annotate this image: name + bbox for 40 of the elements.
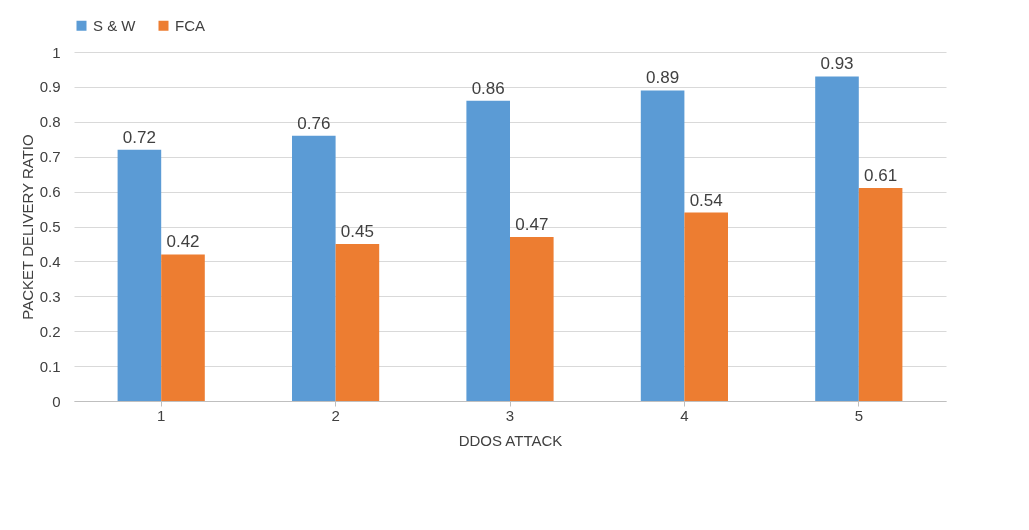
bar [684,212,728,401]
bar [466,100,510,401]
data-label: 0.61 [864,166,898,186]
y-tick-label: 0.3 [39,287,61,305]
data-label: 0.89 [646,68,680,88]
bar [117,149,162,401]
data-label: 0.93 [820,54,854,74]
y-tick-label: 0.6 [39,183,61,201]
legend-label: FCA [175,16,205,34]
y-tick-label: 0.7 [39,148,61,166]
x-axis-title: DDOS ATTACK [458,431,563,449]
data-label: 0.54 [689,190,723,210]
bar [858,188,903,401]
bar [640,90,685,401]
x-tick-label: 1 [157,406,166,424]
bar [510,236,554,401]
x-tick-label: 2 [331,406,340,424]
x-tick-label: 4 [680,406,689,424]
y-tick-label: 1 [52,43,61,61]
bar [292,135,336,401]
bar [161,254,205,401]
x-tick-label: 5 [854,406,863,424]
y-tick-label: 0.8 [39,113,61,131]
y-tick-label: 0.9 [39,78,61,96]
y-tick-label: 0.1 [39,357,61,375]
bar [335,243,380,401]
data-label: 0.45 [340,221,374,241]
y-tick-label: 0.5 [39,218,61,235]
data-label: 0.42 [166,232,200,252]
data-label: 0.47 [515,214,549,234]
data-label: 0.86 [471,78,505,98]
y-tick-label: 0.2 [39,322,61,340]
data-label: 0.72 [122,127,156,147]
y-tick-label: 0 [52,392,61,410]
y-tick-label: 0.4 [39,252,61,270]
bar [815,76,859,401]
x-tick-label: 3 [505,406,515,424]
data-label: 0.76 [297,113,331,133]
legend-label: S & W [93,16,137,34]
y-axis-title: PACKET DELIVERY RATIO [18,134,36,320]
